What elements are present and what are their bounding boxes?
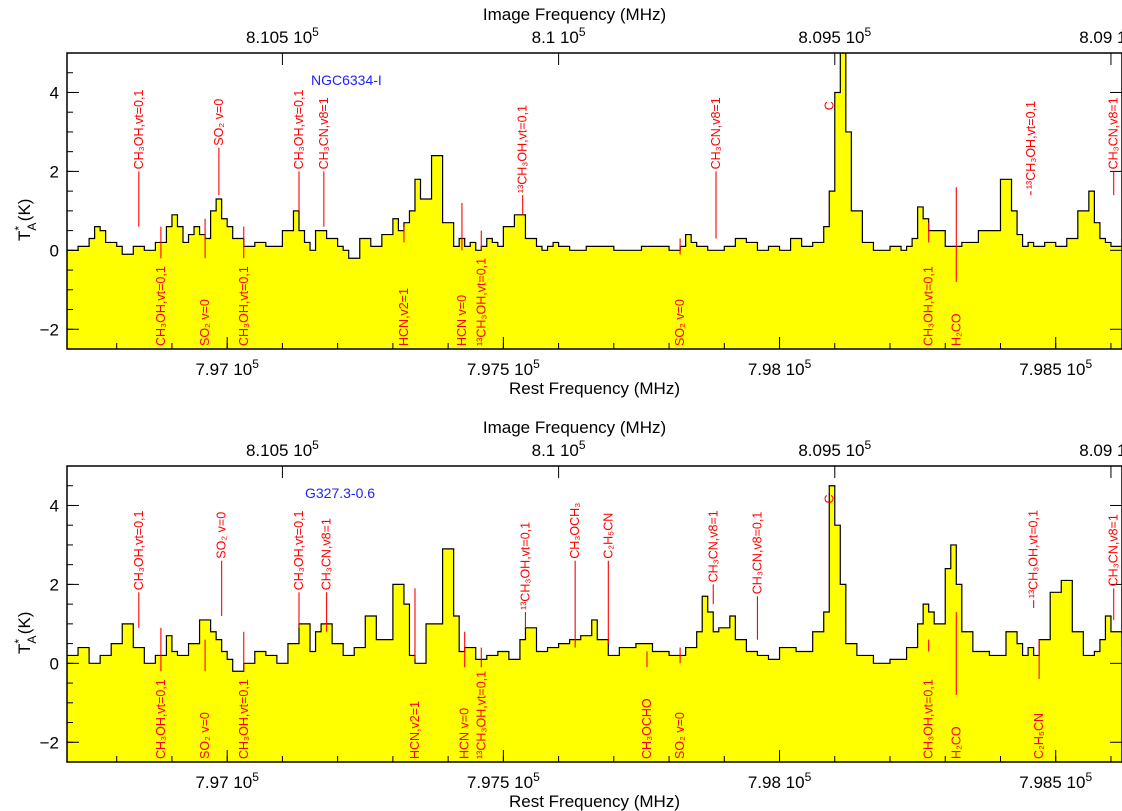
line-marker-label: C₂H₅CN — [601, 513, 615, 559]
line-marker-label: CH₃OH,vt=0,1 — [154, 679, 168, 759]
top-x-tick-label: 8.095 105 — [798, 438, 871, 460]
line-marker-label: HCN v=0 — [458, 708, 472, 759]
x-tick-label: 7.98 105 — [748, 357, 812, 379]
line-marker-label: CH₃CN,v8=1 — [320, 518, 334, 590]
line-marker-label: ¹³CH₃OH,vt=0,1 — [1027, 510, 1041, 598]
line-marker-label: C₂H₅CN — [1032, 713, 1046, 759]
line-marker-label: HCN,v2=1 — [408, 701, 422, 759]
top-x-tick-label: 8.105 105 — [246, 438, 319, 460]
x-tick-label: 7.975 105 — [467, 770, 540, 792]
spectrum-panel-2: −2 0 2 4 7.97 105 7.975 105 7.98 105 7.985 105 8… — [12, 418, 1122, 811]
line-marker-label: SO₂ v=0 — [673, 712, 687, 759]
spectrum-fill — [67, 53, 1122, 349]
spectrum-line — [67, 485, 1122, 672]
line-marker-label: CH₃CN,v8=1 — [1107, 514, 1121, 586]
line-marker-label: CH₃OH,vt=0,1 — [922, 266, 936, 346]
x-tick-label: 7.98 105 — [748, 770, 812, 792]
line-marker-label: C — [822, 101, 836, 110]
x-axis-title: Rest Frequency (MHz) — [509, 792, 680, 811]
top-x-tick-label: 8.095 105 — [798, 25, 871, 47]
top-x-tick-label: 8.09 105 — [1079, 438, 1122, 460]
y-tick-label: 2 — [50, 162, 59, 181]
line-marker-label: CH₃OH,vt=0,1 — [237, 679, 251, 759]
y-tick-label: 0 — [50, 241, 59, 260]
top-x-tick-label: 8.1 105 — [532, 25, 586, 47]
line-marker-label: CH₃OH,vt=0,1 — [292, 510, 306, 590]
line-marker-label: CH₃CN,v8=0,1 — [750, 512, 764, 595]
x-axis-title: Rest Frequency (MHz) — [509, 379, 680, 398]
spectrum-fill — [67, 485, 1122, 762]
y-tick-label: 2 — [50, 575, 59, 594]
top-x-tick-label: 8.105 105 — [246, 25, 319, 47]
spectrum-line — [67, 53, 1122, 259]
spectrum-panel-1: −2 0 2 4 7.97 105 7.975 105 7.98 105 7.985 105 8… — [12, 5, 1122, 398]
top-axis-title: Image Frequency (MHz) — [483, 418, 666, 437]
line-marker-label: CH₃OH,vt=0,1 — [132, 510, 146, 590]
y-tick-label: 0 — [50, 654, 59, 673]
line-marker-label: ¹³CH₃OH,vt=0,1 — [1024, 101, 1038, 189]
line-marker-label: H₂CO — [949, 726, 963, 759]
plot-frame — [66, 52, 1122, 350]
line-marker-label: CH₃CN,v8=1 — [706, 510, 720, 582]
line-marker-label: CH₃OH,vt=0,1 — [132, 90, 146, 170]
line-marker-label: H₂CO — [949, 313, 963, 346]
x-tick-label: 7.975 105 — [467, 357, 540, 379]
source-label: G327.3-0.6 — [305, 485, 375, 501]
line-marker-label: CH₃OH,vt=0,1 — [154, 266, 168, 346]
y-tick-label: 4 — [50, 83, 59, 102]
y-tick-label: −2 — [40, 733, 59, 752]
line-marker-label: CH₃OH,vt=0,1 — [922, 679, 936, 759]
line-marker-label: SO₂ v=0 — [198, 299, 212, 346]
line-marker-label: HCN,v2=1 — [397, 288, 411, 346]
top-axis-title: Image Frequency (MHz) — [483, 5, 666, 24]
top-x-tick-label: 8.09 105 — [1079, 25, 1122, 47]
y-tick-label: 4 — [50, 496, 59, 515]
x-tick-label: 7.97 105 — [195, 357, 259, 379]
x-tick-label: 7.97 105 — [195, 770, 259, 792]
line-marker-label: ¹³CH₃OH,vt=0,1 — [474, 258, 488, 346]
line-marker-label: C — [822, 494, 836, 503]
x-tick-label: 7.985 105 — [1019, 770, 1092, 792]
line-marker-label: CH₃CN,v8=1 — [709, 97, 723, 169]
plot-frame — [66, 465, 1122, 763]
line-marker-label: CH₃CN,v8=1 — [317, 97, 331, 169]
line-marker-label: CH₃OCH₃ — [568, 503, 582, 559]
line-marker-label: CH₃OH,vt=0,1 — [237, 266, 251, 346]
top-x-tick-label: 8.1 105 — [532, 438, 586, 460]
y-axis-title: TA* (K) — [12, 612, 39, 654]
source-label: NGC6334-I — [311, 72, 382, 88]
line-marker-label: CH₃OCHO — [640, 698, 654, 759]
line-marker-label: ¹³CH₃OH,vt=0,1 — [516, 105, 530, 193]
line-marker-label: SO₂ v=0 — [673, 299, 687, 346]
line-marker-label: HCN v=0 — [455, 295, 469, 346]
line-marker-label: SO₂ v=0 — [215, 512, 229, 559]
y-axis-title: TA* (K) — [12, 199, 39, 241]
y-tick-label: −2 — [40, 320, 59, 339]
line-marker-label: CH₃CN,v8=1 — [1107, 97, 1121, 169]
line-marker-label: SO₂ v=0 — [212, 99, 226, 146]
line-marker-label: ¹³CH₃OH,vt=0,1 — [518, 522, 532, 610]
line-marker-label: CH₃OH,vt=0,1 — [292, 90, 306, 170]
line-marker-label: SO₂ v=0 — [198, 712, 212, 759]
line-marker-label: ¹³CH₃OH,vt=0,1 — [474, 671, 488, 759]
x-tick-label: 7.985 105 — [1019, 357, 1092, 379]
